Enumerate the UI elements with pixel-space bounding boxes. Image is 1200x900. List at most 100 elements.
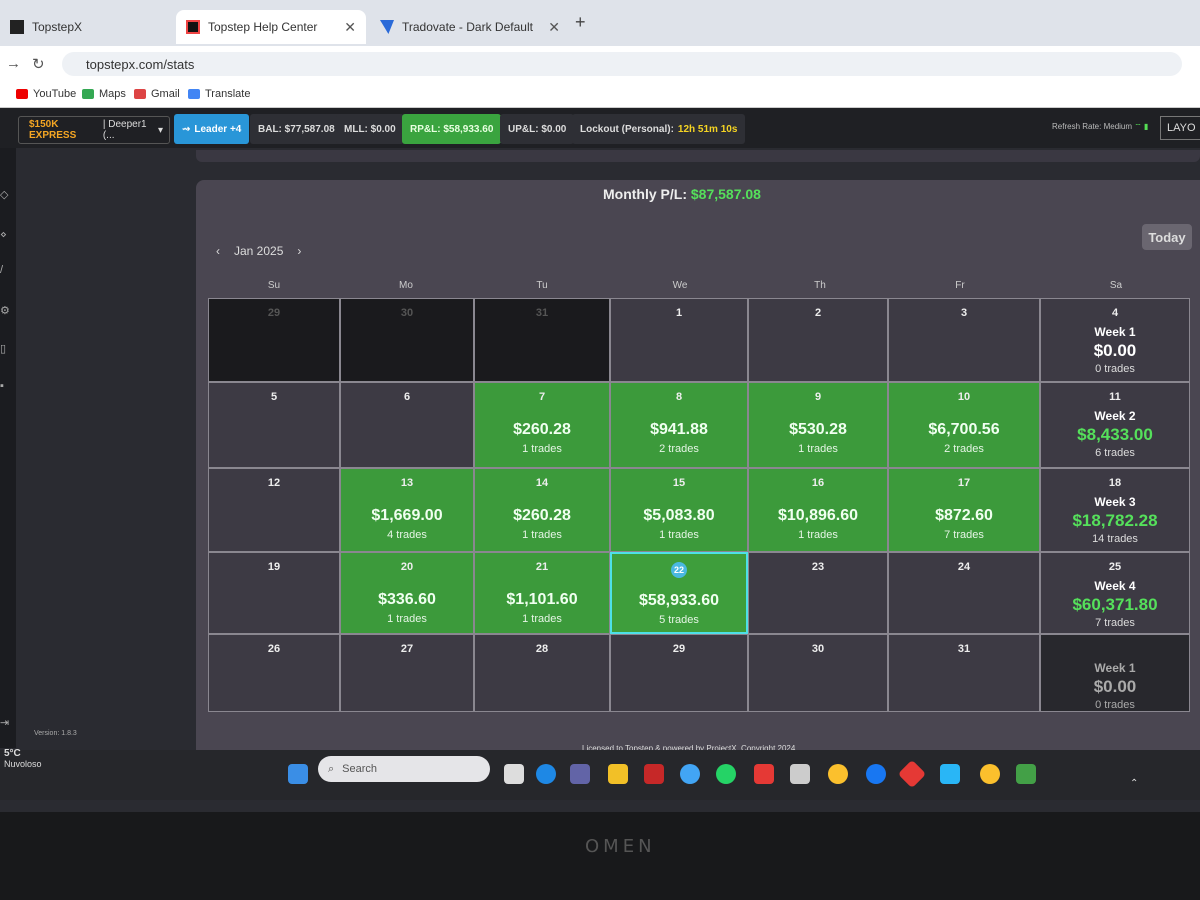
day-trade-count: 4 trades [387,529,427,541]
calendar-day-cell[interactable]: 31 [888,634,1040,712]
chrome-active-icon[interactable] [980,764,1000,784]
day-number: 18 [1108,477,1122,489]
calendar-day-cell[interactable]: 14 $260.28 1 trades [474,468,610,552]
calculator-icon[interactable] [790,764,810,784]
calendar-day-cell[interactable]: 23 [748,552,888,634]
calendar-day-cell[interactable]: 13 $1,669.00 4 trades [340,468,474,552]
today-button[interactable]: Today [1142,224,1192,250]
youtube-app-icon[interactable] [754,764,774,784]
app-icon[interactable] [940,764,960,784]
tab-tradovate[interactable]: Tradovate - Dark Default ✕ [370,10,570,44]
chevron-up-icon[interactable]: ⌃ [1130,778,1139,789]
calendar-day-cell[interactable]: 17 $872.60 7 trades [888,468,1040,552]
day-number: 15 [672,477,686,489]
new-tab-icon[interactable]: + [575,12,586,32]
edge-icon[interactable] [536,764,556,784]
calendar-day-cell[interactable]: 16 $10,896.60 1 trades [748,468,888,552]
calendar-day-cell[interactable]: 27 [340,634,474,712]
weather-temp: 5°C [4,748,21,759]
close-tab-icon[interactable]: ✕ [548,18,560,35]
week-summary-cell[interactable]: Week 1 $0.00 0 trades [1040,634,1190,712]
calendar-day-cell[interactable]: 30 [748,634,888,712]
calendar-day-cell[interactable]: 26 [208,634,340,712]
bookmarks-bar: YouTube Maps Gmail Translate [0,82,1200,108]
day-trade-count: 1 trades [387,613,427,625]
calendar-day-cell[interactable]: 1 [610,298,748,382]
calendar-day-cell[interactable]: 31 [474,298,610,382]
wifi-icon: ⌔ ▮ [1134,122,1149,131]
calendar-day-cell[interactable]: 3 [888,298,1040,382]
teams-icon[interactable] [570,764,590,784]
mcafee-icon[interactable] [644,764,664,784]
url-field[interactable]: topstepx.com/stats [62,52,1182,76]
leader-button[interactable]: ⇝ Leader +4 [174,114,250,144]
calendar-day-cell[interactable]: 19 [208,552,340,634]
calendar-day-cell[interactable]: 12 [208,468,340,552]
calendar-day-cell[interactable]: 22 $58,933.60 5 trades [610,552,748,634]
week-summary-cell[interactable]: 11 Week 2 $8,433.00 6 trades [1040,382,1190,468]
calendar-day-cell[interactable]: 20 $336.60 1 trades [340,552,474,634]
week-summary-cell[interactable]: 4 Week 1 $0.00 0 trades [1040,298,1190,382]
whatsapp-icon[interactable] [716,764,736,784]
balance-value: BAL: $77,587.08 [258,123,335,135]
taskbar-search[interactable]: ⌕ Search [318,756,490,782]
gear-icon[interactable]: ⚙ [0,305,10,317]
tab-topstepx[interactable]: TopstepX [0,10,170,44]
calendar-day-cell[interactable]: 21 $1,101.60 1 trades [474,552,610,634]
weekday-label: Sa [1109,280,1123,291]
bookmark-translate[interactable]: Translate [188,88,250,100]
file-explorer-icon[interactable] [608,764,628,784]
calendar-day-cell[interactable]: 28 [474,634,610,712]
calendar-day-cell[interactable]: 2 [748,298,888,382]
task-view-icon[interactable] [504,764,524,784]
calendar-day-cell[interactable]: 6 [340,382,474,468]
day-number: 8 [675,391,683,403]
browser-tab-bar: TopstepX Topstep Help Center ✕ Tradovate… [0,0,1200,46]
app-icon[interactable] [680,764,700,784]
search-icon: ⌕ [328,762,335,775]
chrome-icon[interactable] [828,764,848,784]
license-text: Licensed to Topstep & powered by Project… [582,744,796,753]
week-summary-cell[interactable]: 18 Week 3 $18,782.28 14 trades [1040,468,1190,552]
chevron-right-icon[interactable]: › [297,244,302,258]
tab-help-center[interactable]: Topstep Help Center ✕ [176,10,366,44]
leader-label: Leader +4 [194,123,242,135]
layout-button[interactable]: LAYO [1160,116,1200,140]
weather-widget[interactable]: 5°C Nuvoloso [4,748,42,769]
omen-logo: OMEN [585,836,656,857]
calendar-day-cell[interactable]: 15 $5,083.80 1 trades [610,468,748,552]
forward-icon[interactable]: → [6,55,21,72]
weekday-label: We [672,280,688,291]
bookmark-maps[interactable]: Maps [82,88,126,100]
calendar-day-cell[interactable]: 7 $260.28 1 trades [474,382,610,468]
week-summary-cell[interactable]: 25 Week 4 $60,371.80 7 trades [1040,552,1190,634]
calendar-day-cell[interactable]: 29 [208,298,340,382]
week-label: Week 4 [1094,579,1136,593]
sidebar-icon-2[interactable]: ⋄ [0,229,7,241]
calendar-day-cell[interactable]: 29 [610,634,748,712]
tab-label: TopstepX [32,20,83,34]
balance-pill: BAL: $77,587.08 [250,114,343,144]
calendar-day-cell[interactable]: 5 [208,382,340,468]
bookmark-youtube[interactable]: YouTube [16,88,76,100]
facebook-icon[interactable] [866,764,886,784]
account-selector[interactable]: $150K EXPRESS | Deeper1 (... ▾ [18,116,170,144]
app-icon[interactable] [1016,764,1036,784]
week-trade-count: 6 trades [1095,447,1135,459]
windows-start-icon[interactable] [288,764,308,784]
logout-icon[interactable]: ⇥ [0,717,10,729]
calendar-day-cell[interactable]: 10 $6,700.56 2 trades [888,382,1040,468]
calendar-day-cell[interactable]: 30 [340,298,474,382]
monitor-bezel [0,812,1200,900]
bookmark-gmail[interactable]: Gmail [134,88,180,100]
sidebar-icon-6[interactable]: ▪ [0,380,4,392]
sidebar-icon-3[interactable]: / [0,264,4,276]
sidebar-icon-1[interactable]: ◇ [0,189,9,201]
chevron-left-icon[interactable]: ‹ [216,244,220,258]
calendar-day-cell[interactable]: 8 $941.88 2 trades [610,382,748,468]
close-tab-icon[interactable]: ✕ [344,18,356,35]
calendar-day-cell[interactable]: 9 $530.28 1 trades [748,382,888,468]
calendar-day-cell[interactable]: 24 [888,552,1040,634]
sidebar-icon-5[interactable]: ▯ [0,343,7,355]
reload-icon[interactable]: ↻ [32,56,45,73]
